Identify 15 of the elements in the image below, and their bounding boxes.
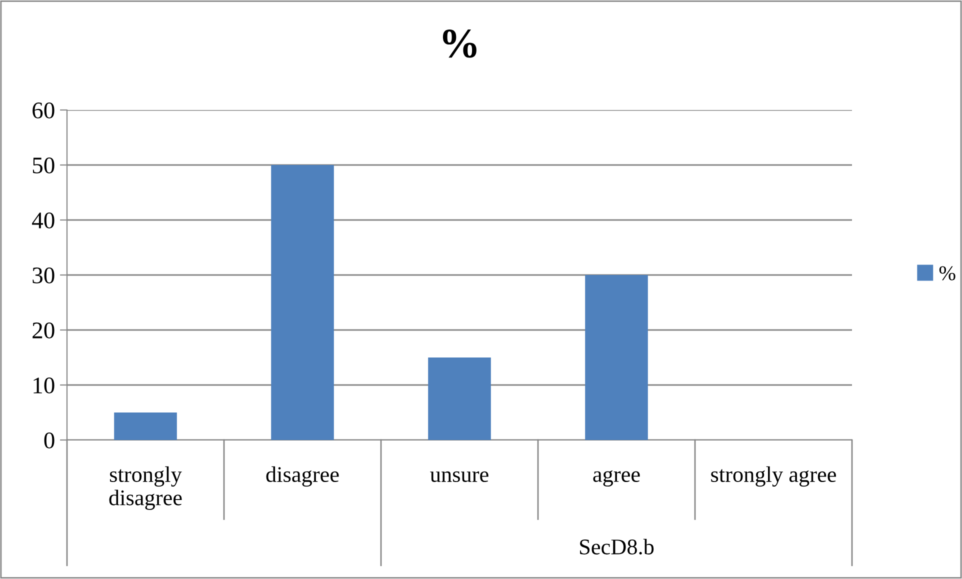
y-tick-label: 60 (32, 102, 54, 118)
x-tick-label: disagree (266, 466, 339, 487)
y-tick-label: 50 (32, 157, 54, 174)
x-tick-label: strongly agree (711, 466, 836, 487)
x-tick-label: unsure (430, 471, 488, 482)
x-tick-label: agree (593, 470, 640, 487)
y-tick-label: 0 (44, 432, 54, 448)
y-tick-label: 30 (32, 267, 54, 284)
y-tick-label: 20 (32, 322, 54, 338)
chart-title: % (442, 30, 476, 58)
y-tick-label: 40 (32, 212, 54, 228)
y-tick-label: 10 (34, 377, 54, 394)
legend-label: % (939, 266, 956, 280)
text: SecD8.b (580, 538, 654, 555)
x-tick-label: strongly disagree (109, 466, 182, 510)
